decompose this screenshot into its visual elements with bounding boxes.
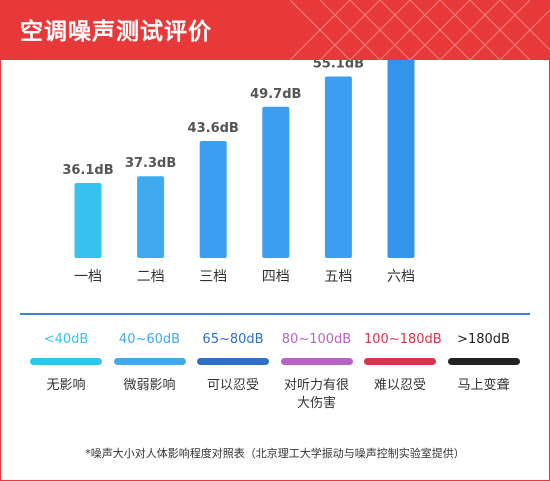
category-label: 五档 (324, 269, 352, 285)
legend-color-bar (447, 358, 520, 365)
header-pattern (290, 0, 550, 60)
category-label: 二档 (137, 269, 165, 285)
legend-range-label: 80~100dB (281, 332, 352, 347)
legend-color-bar (364, 358, 436, 365)
category-label: 四档 (262, 269, 290, 285)
bar-6 (387, 60, 415, 258)
legend-range-label: 100~180dB (364, 332, 442, 347)
legend-range-label: 40~60dB (118, 332, 181, 347)
bar-value-label: 37.3dB (125, 156, 176, 171)
legend-item: 65~80dB 可以忍受 (197, 330, 269, 395)
legend-color-bar (30, 358, 102, 365)
legend-range-label: <40dB (43, 332, 89, 347)
legend-item: 40~60dB 微弱影响 (113, 330, 186, 395)
noise-legend: <40dB 无影响 40~60dB 微弱影响 65~80dB 可以忍受 80~100dB 对听… (30, 330, 530, 430)
legend-effect-label: 难以忍受 (373, 378, 426, 393)
bar-4 (262, 106, 290, 258)
bar-value-label: 49.7dB (250, 87, 301, 102)
bar-5 (324, 76, 352, 258)
bar-2 (137, 176, 165, 258)
legend-effect-label: 可以忍受 (206, 378, 259, 393)
bar-chart: 36.1dB 一档 37.3dB 二档 43.6dB 三档 49.7dB 四档 55.1dB 五档… (62, 60, 415, 285)
category-label: 六档 (387, 269, 415, 285)
bar-1 (74, 182, 102, 258)
legend-range-label: >180dB (457, 332, 510, 347)
legend-effect-label: 无影响 (46, 378, 86, 393)
category-label: 三档 (199, 269, 227, 285)
legend-effect-label: 马上变聋 (457, 378, 510, 393)
legend-divider (20, 313, 530, 315)
page-title: 空调噪声测试评价 (20, 19, 212, 45)
bar-value-label: 55.1dB (313, 60, 364, 72)
legend-color-bar (113, 358, 186, 365)
legend-item: 100~180dB 难以忍受 (364, 330, 442, 395)
bar-value-label: 43.6dB (188, 121, 239, 136)
category-label: 一档 (74, 269, 102, 285)
legend-item: 80~100dB 对听力有很大伤害 (280, 330, 353, 413)
legend-effect-label: 对听力有很大伤害 (283, 378, 349, 411)
footnote: *噪声大小对人体影响程度对照表（北京理工大学振动与噪声控制实验室提供） (85, 447, 465, 460)
legend-item: >180dB 马上变聋 (447, 330, 520, 395)
legend-color-bar (197, 358, 269, 365)
legend-range-label: 65~80dB (202, 332, 264, 347)
legend-item: <40dB 无影响 (30, 330, 102, 395)
legend-effect-label: 微弱影响 (123, 378, 176, 393)
header-banner: 空调噪声测试评价 (0, 0, 550, 60)
legend-color-bar (280, 358, 353, 365)
bar-3 (199, 140, 227, 258)
bar-value-label: 36.1dB (62, 163, 113, 178)
